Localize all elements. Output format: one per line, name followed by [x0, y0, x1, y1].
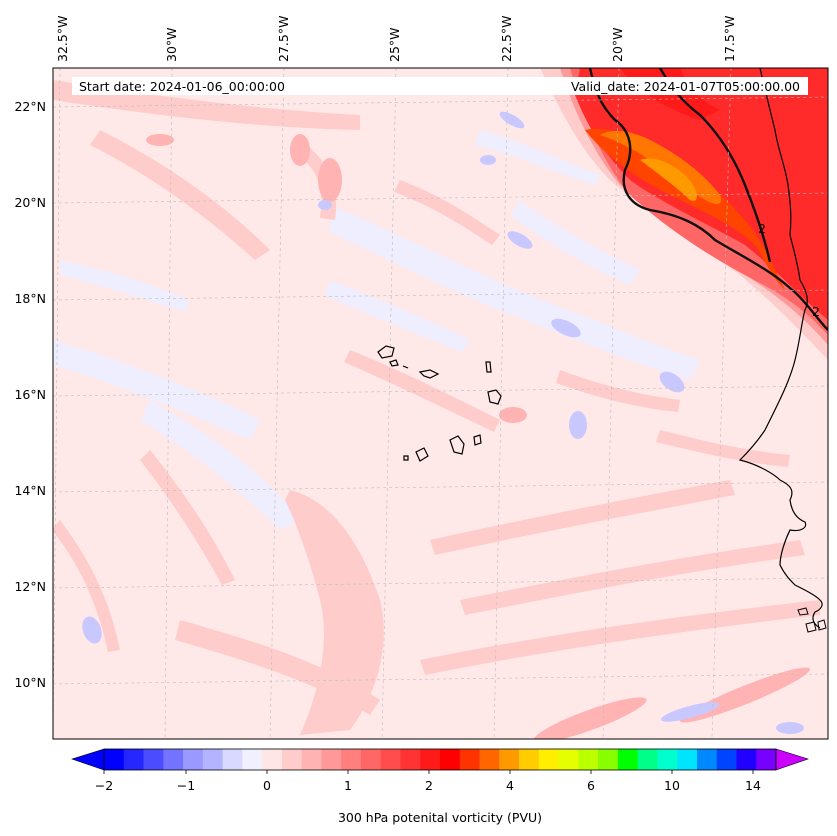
lat-label: 12°N	[14, 579, 46, 594]
colorbar-segment	[677, 749, 698, 770]
colorbar-segment	[637, 749, 658, 770]
pv-negative-blobs	[82, 111, 804, 734]
lat-label: 22°N	[14, 99, 46, 114]
colorbar-segment	[202, 749, 223, 770]
lon-label: 25°W	[387, 27, 402, 62]
colorbar-under-arrow	[71, 748, 105, 771]
colorbar-ticks	[103, 770, 754, 774]
colorbar-over-arrow	[775, 748, 809, 771]
colorbar-tick-label: 2	[425, 778, 433, 793]
colorbar-segment	[459, 749, 480, 770]
colorbar-tick-label: −2	[95, 778, 113, 793]
colorbar-tick-label: 1	[344, 778, 352, 793]
lat-label: 20°N	[14, 195, 46, 210]
pv-high-tongue	[540, 68, 828, 360]
colorbar: −2 −1 0 1 2 4 6 10 14 300 hPa potenital …	[71, 748, 809, 825]
colorbar-segment	[578, 749, 599, 770]
colorbar-tick-label: 6	[587, 778, 595, 793]
colorbar-tick-label: −1	[177, 778, 195, 793]
colorbar-tick-labels: −2 −1 0 1 2 4 6 10 14	[95, 778, 761, 793]
contour-label-2: 2	[812, 304, 820, 319]
graticule	[53, 68, 828, 739]
colorbar-segment	[617, 749, 639, 770]
africa-coastline	[738, 68, 823, 629]
colorbar-segment	[756, 749, 777, 770]
map-frame	[52, 67, 829, 740]
pv-2-contour	[588, 68, 828, 331]
start-date-label: Start date: 2024-01-06_00:00:00	[79, 79, 285, 94]
colorbar-segment	[341, 749, 362, 770]
colorbar-segment	[558, 749, 579, 770]
colorbar-tick-label: 10	[664, 778, 680, 793]
colorbar-segment	[657, 749, 678, 770]
colorbar-segment	[301, 749, 322, 770]
lat-label: 18°N	[14, 291, 46, 306]
colorbar-segment	[163, 749, 184, 770]
lon-label: 22.5°W	[499, 16, 514, 62]
colorbar-segment	[222, 749, 243, 770]
colorbar-segment	[519, 749, 540, 770]
pv-positive-streaks	[53, 80, 820, 735]
colorbar-frame	[103, 748, 777, 771]
colorbar-segment	[321, 749, 342, 770]
lat-label: 10°N	[14, 675, 46, 690]
lat-label: 14°N	[14, 483, 46, 498]
colorbar-segment	[499, 749, 520, 770]
colorbar-segment	[281, 749, 303, 770]
date-header-box	[72, 77, 808, 95]
colorbar-tick-label: 4	[506, 778, 514, 793]
lon-label: 32.5°W	[55, 16, 70, 62]
lon-label: 20°W	[610, 27, 625, 62]
colorbar-segment	[183, 749, 204, 770]
colorbar-segment	[716, 749, 737, 770]
colorbar-segment	[262, 749, 283, 770]
colorbar-segment	[104, 749, 125, 770]
contour-label: 2	[758, 221, 766, 236]
colorbar-segment	[360, 749, 382, 770]
colorbar-segment	[420, 749, 441, 770]
colorbar-segment	[123, 749, 144, 770]
longitude-labels: 32.5°W 30°W 27.5°W 25°W 22.5°W 20°W 17.5…	[55, 16, 737, 62]
latitude-labels: 22°N 20°N 18°N 16°N 14°N 12°N 10°N	[14, 99, 46, 690]
pv-low-bands	[53, 130, 700, 530]
valid-date-label: Valid_date: 2024-01-07T05:00:00.00	[571, 79, 800, 94]
colorbar-tick-label: 14	[745, 778, 761, 793]
colorbar-segment	[400, 749, 421, 770]
colorbar-segment	[598, 749, 619, 770]
colorbar-title: 300 hPa potenital vorticity (PVU)	[338, 810, 542, 825]
pv-2-contour-upper	[658, 68, 772, 263]
lat-label: 16°N	[14, 387, 46, 402]
colorbar-segment	[696, 749, 718, 770]
colorbar-segment	[440, 749, 461, 770]
colorbar-segment	[143, 749, 164, 770]
lon-label: 27.5°W	[276, 16, 291, 62]
lon-label: 30°W	[164, 27, 179, 62]
bijagos-islands	[797, 607, 827, 633]
colorbar-segment	[242, 749, 263, 770]
cape-verde-islands	[377, 345, 502, 462]
colorbar-segment	[538, 749, 559, 770]
colorbar-segment	[380, 749, 401, 770]
lon-label: 17.5°W	[722, 16, 737, 62]
colorbar-tick-label: 0	[263, 778, 271, 793]
colorbar-segments	[104, 749, 777, 770]
map-area: 2 2	[53, 68, 828, 739]
colorbar-segment	[479, 749, 500, 770]
colorbar-segment	[736, 749, 757, 770]
